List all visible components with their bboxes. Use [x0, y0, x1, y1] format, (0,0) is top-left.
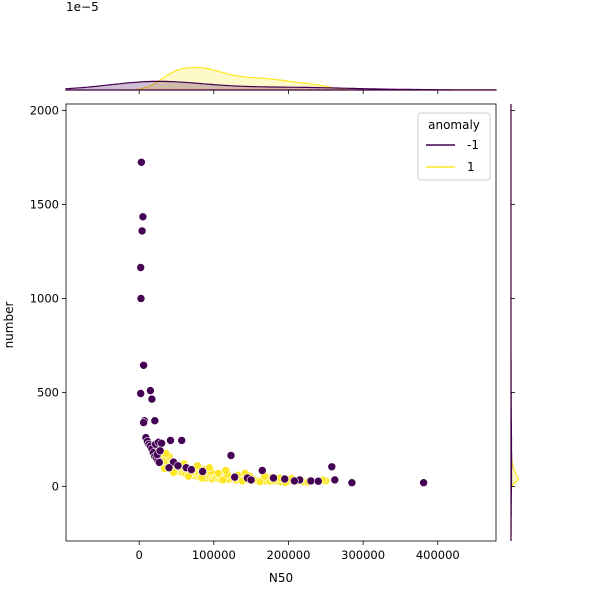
scatter-point-neg1 — [327, 462, 337, 472]
y-axis-label: number — [2, 302, 16, 349]
y-axis-ticks: 0 500 1000 1500 2000 — [30, 104, 515, 493]
y-tick-label: 2000 — [30, 104, 59, 118]
scatter-point-neg1 — [198, 467, 207, 476]
scatter-point-neg1 — [269, 473, 278, 483]
x-tick-label: 200000 — [267, 548, 311, 562]
right-marginal-kde — [510, 104, 519, 541]
x-tick-label: 100000 — [192, 548, 236, 562]
scatter-point-neg1 — [173, 461, 183, 471]
scatter-point-neg1 — [155, 458, 164, 467]
top-marginal-exponent-label: 1e−5 — [66, 0, 99, 14]
scatter-point-neg1 — [157, 438, 166, 448]
top-marginal-kde — [65, 66, 497, 91]
x-tick-label: 300000 — [341, 548, 385, 562]
scatter-point-neg1 — [280, 474, 290, 484]
legend: anomaly -1 1 — [417, 112, 491, 181]
scatter-point-pos1 — [214, 468, 223, 478]
scatter-point-neg1 — [136, 294, 146, 303]
scatter-point-neg1 — [136, 263, 145, 272]
scatter-point-neg1 — [306, 476, 316, 486]
y-tick-label: 1000 — [30, 292, 59, 306]
scatter-point-neg1 — [155, 446, 165, 456]
scatter-point-neg1 — [313, 476, 323, 486]
y-tick-label: 0 — [52, 479, 59, 493]
scatter-point-neg1 — [330, 475, 340, 485]
scatter-point-neg1 — [139, 360, 148, 370]
scatter-point-neg1 — [150, 416, 160, 426]
scatter-point-neg1 — [419, 478, 428, 488]
top-kde-neg1 — [65, 80, 497, 91]
x-tick-label: 400000 — [416, 548, 460, 562]
scatter-point-neg1 — [257, 466, 267, 475]
main-plot-frame — [65, 103, 497, 542]
scatter-point-neg1 — [147, 394, 157, 404]
legend-box — [417, 112, 491, 181]
scatter-point-pos1 — [218, 475, 228, 485]
x-axis-ticks: 0 100000 200000 300000 400000 — [135, 90, 460, 562]
right-kde-neg1 — [510, 104, 513, 541]
scatter-point-pos1 — [255, 477, 265, 487]
scatter-point-pos1 — [205, 463, 214, 473]
main-scatter-axes: 0 100000 200000 300000 400000 0 500 1000 1500 20… — [30, 90, 515, 562]
scatter-point-neg1 — [177, 436, 186, 445]
scatter-point-neg1 — [187, 465, 196, 474]
scatter-point-pos1 — [221, 466, 231, 475]
scatter-point-neg1 — [137, 226, 147, 236]
scatter-points — [136, 158, 428, 488]
scatter-point-neg1 — [166, 436, 175, 445]
scatter-point-neg1 — [246, 475, 256, 485]
legend-title: anomaly — [428, 118, 480, 132]
scatter-point-neg1 — [164, 463, 174, 473]
y-tick-label: 1500 — [30, 198, 59, 212]
legend-label-pos1: 1 — [467, 160, 475, 174]
scatter-point-neg1 — [138, 212, 148, 222]
scatter-point-neg1 — [230, 472, 239, 482]
scatter-point-neg1 — [146, 386, 155, 395]
x-axis-label: N50 — [269, 571, 293, 585]
scatter-point-neg1 — [136, 389, 145, 398]
scatter-point-neg1 — [226, 451, 236, 460]
scatter-point-neg1 — [290, 476, 299, 486]
x-tick-label: 0 — [135, 548, 142, 562]
scatter-point-neg1 — [137, 158, 146, 167]
scatter-point-neg1 — [139, 418, 148, 427]
y-tick-label: 500 — [37, 386, 59, 400]
legend-label-neg1: -1 — [467, 138, 479, 152]
scatter-point-neg1 — [347, 478, 357, 488]
